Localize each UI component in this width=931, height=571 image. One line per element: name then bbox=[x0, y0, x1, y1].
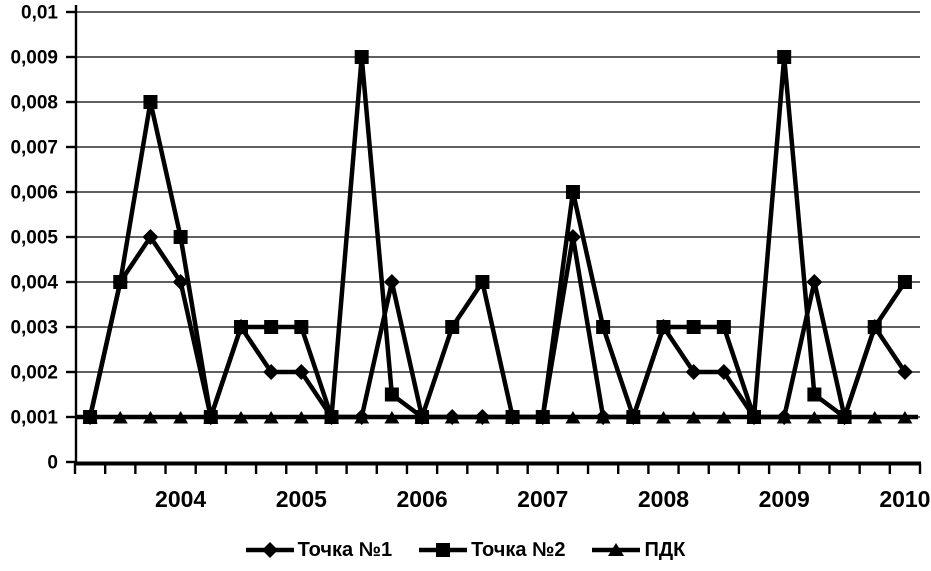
marker-square-tochka-2 bbox=[747, 410, 762, 424]
marker-diamond-tochka-1 bbox=[896, 364, 913, 380]
marker-square-tochka-2 bbox=[113, 275, 128, 289]
square-marker-icon bbox=[419, 543, 468, 557]
marker-square-tochka-2 bbox=[294, 320, 309, 334]
marker-triangle-pdk bbox=[595, 411, 611, 424]
marker-triangle-pdk bbox=[233, 411, 249, 424]
marker-square-tochka-2 bbox=[233, 320, 248, 334]
marker-triangle-pdk bbox=[806, 411, 822, 424]
marker-square-tochka-2 bbox=[716, 320, 731, 334]
y-tick-label: 0,004 bbox=[10, 273, 58, 294]
x-year-label: 2008 bbox=[638, 486, 689, 512]
marker-square-tochka-2 bbox=[565, 185, 580, 199]
marker-square-tochka-2 bbox=[656, 320, 671, 334]
marker-square-tochka-2 bbox=[83, 410, 98, 424]
x-year-label: 2006 bbox=[396, 486, 447, 512]
marker-square-tochka-2 bbox=[596, 320, 611, 334]
marker-square-tochka-2 bbox=[475, 275, 490, 289]
marker-square-tochka-2 bbox=[686, 320, 701, 334]
marker-square-tochka-2 bbox=[837, 410, 852, 424]
marker-triangle-pdk bbox=[776, 411, 792, 424]
marker-triangle-pdk bbox=[142, 411, 158, 424]
marker-square-tochka-2 bbox=[626, 410, 641, 424]
marker-triangle-pdk bbox=[293, 411, 309, 424]
marker-square-tochka-2 bbox=[897, 275, 912, 289]
y-tick-label: 0,007 bbox=[10, 138, 58, 159]
marker-triangle-pdk bbox=[474, 411, 490, 424]
marker-square-tochka-2 bbox=[777, 50, 792, 64]
marker-triangle-pdk bbox=[686, 411, 702, 424]
marker-square-tochka-2 bbox=[324, 410, 339, 424]
marker-triangle-pdk bbox=[655, 411, 671, 424]
marker-square-tochka-2 bbox=[415, 410, 430, 424]
y-tick-label: 0,002 bbox=[10, 363, 58, 384]
marker-diamond-tochka-1 bbox=[715, 364, 732, 380]
legend-item-tochka-2: Точка №2 bbox=[419, 539, 565, 562]
y-tick-label: 0,006 bbox=[10, 183, 58, 204]
x-year-label: 2009 bbox=[759, 486, 810, 512]
marker-triangle-pdk bbox=[354, 411, 370, 424]
triangle-marker-icon bbox=[592, 543, 641, 556]
marker-triangle-pdk bbox=[867, 411, 883, 424]
legend-label-pdk: ПДК bbox=[644, 538, 686, 561]
marker-triangle-pdk bbox=[173, 411, 189, 424]
diamond-marker-icon bbox=[245, 542, 294, 558]
marker-triangle-pdk bbox=[263, 411, 279, 424]
x-year-label: 2010 bbox=[879, 486, 930, 512]
marker-square-tochka-2 bbox=[203, 410, 218, 424]
marker-square-tochka-2 bbox=[867, 320, 882, 334]
y-tick-label: 0 bbox=[47, 453, 58, 474]
series-line-tochka-2 bbox=[87, 56, 907, 425]
y-tick-label: 0,008 bbox=[10, 93, 58, 114]
y-tick-label: 0,01 bbox=[21, 3, 58, 24]
marker-diamond-tochka-1 bbox=[685, 364, 702, 380]
marker-triangle-pdk bbox=[384, 411, 400, 424]
legend-item-tochka-1: Точка №1 bbox=[245, 538, 393, 562]
x-year-label: 2007 bbox=[517, 486, 568, 512]
y-tick-label: 0,009 bbox=[10, 48, 58, 69]
y-tick-label: 0,001 bbox=[10, 408, 58, 429]
marker-diamond-tochka-1 bbox=[806, 274, 823, 290]
marker-diamond-tochka-1 bbox=[383, 274, 400, 290]
y-tick-label: 0,005 bbox=[10, 228, 58, 249]
marker-triangle-pdk bbox=[112, 411, 128, 424]
legend-item-pdk: ПДК bbox=[592, 539, 685, 562]
marker-square-tochka-2 bbox=[354, 50, 369, 64]
marker-square-tochka-2 bbox=[384, 387, 399, 402]
marker-triangle-pdk bbox=[565, 411, 581, 424]
x-year-label: 2004 bbox=[155, 486, 206, 512]
marker-square-tochka-2 bbox=[445, 320, 460, 334]
legend: Точка №1 Точка №2 ПДК bbox=[0, 535, 931, 565]
marker-triangle-pdk bbox=[716, 411, 732, 424]
marker-diamond-tochka-1 bbox=[293, 364, 310, 380]
y-tick-label: 0,003 bbox=[10, 318, 58, 339]
marker-diamond-tochka-1 bbox=[172, 274, 189, 290]
marker-diamond-tochka-1 bbox=[142, 229, 159, 245]
legend-label-tochka-1: Точка №1 bbox=[297, 538, 393, 561]
x-year-label: 2005 bbox=[276, 486, 327, 512]
marker-triangle-pdk bbox=[897, 411, 913, 424]
legend-label-tochka-2: Точка №2 bbox=[471, 538, 566, 561]
marker-square-tochka-2 bbox=[173, 230, 188, 244]
marker-square-tochka-2 bbox=[807, 387, 822, 402]
marker-square-tochka-2 bbox=[535, 410, 550, 424]
marker-diamond-tochka-1 bbox=[263, 364, 280, 380]
marker-triangle-pdk bbox=[444, 411, 460, 424]
marker-square-tochka-2 bbox=[264, 320, 279, 334]
marker-square-tochka-2 bbox=[505, 410, 520, 424]
marker-square-tochka-2 bbox=[143, 95, 158, 109]
